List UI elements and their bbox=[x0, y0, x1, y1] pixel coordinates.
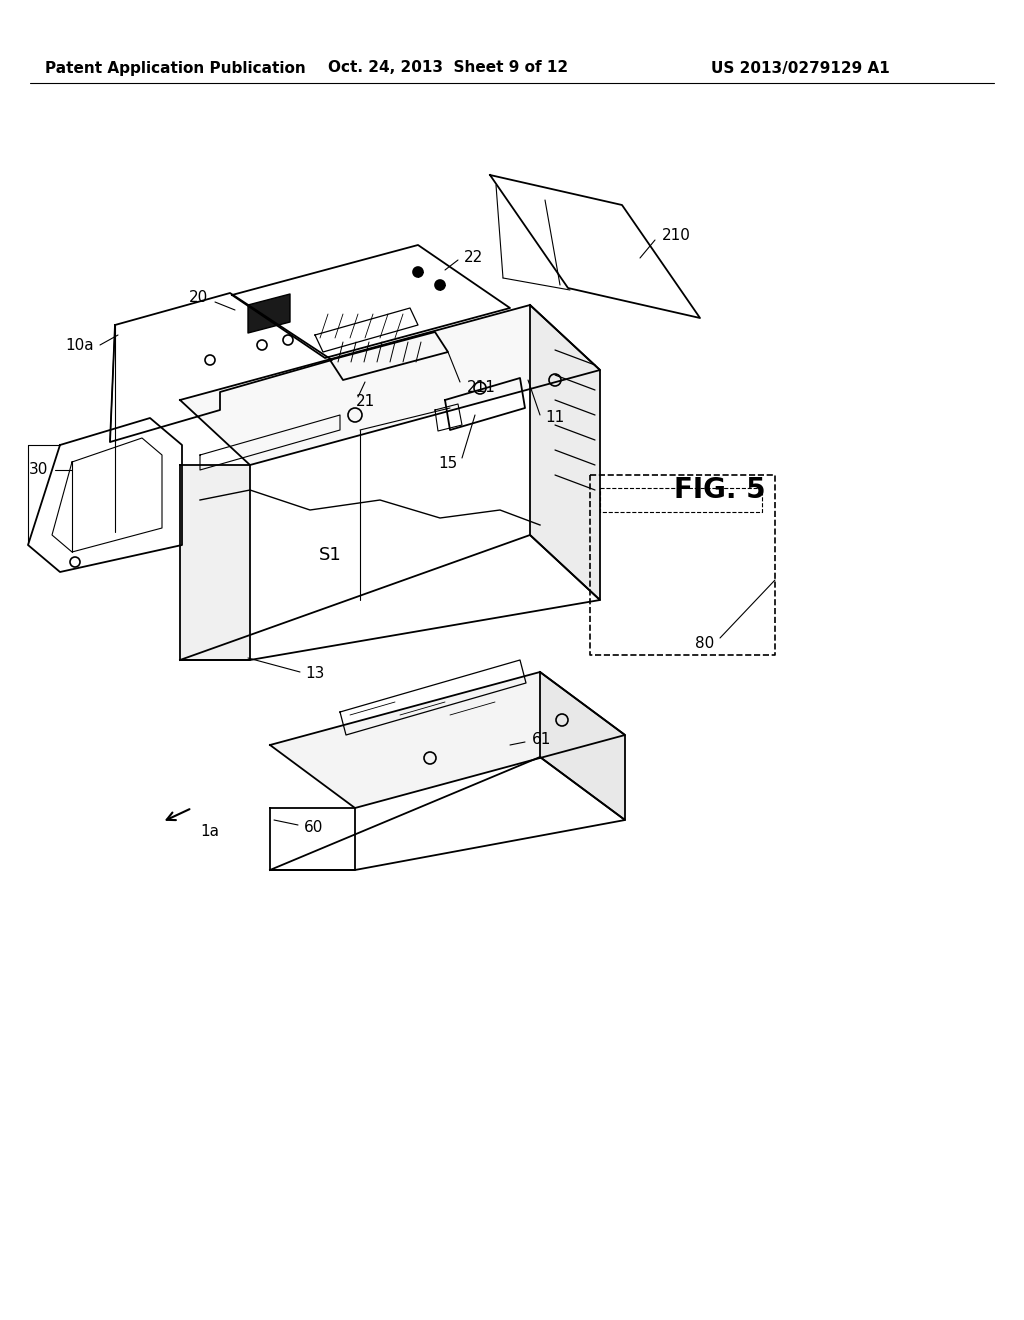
Text: 13: 13 bbox=[305, 667, 325, 681]
Polygon shape bbox=[530, 305, 600, 601]
Text: 10a: 10a bbox=[66, 338, 94, 352]
Text: Patent Application Publication: Patent Application Publication bbox=[45, 61, 305, 75]
Text: 15: 15 bbox=[438, 455, 458, 470]
Polygon shape bbox=[248, 294, 290, 333]
Circle shape bbox=[413, 267, 423, 277]
Text: 30: 30 bbox=[29, 462, 48, 477]
Text: FIG. 5: FIG. 5 bbox=[674, 477, 766, 504]
Polygon shape bbox=[270, 672, 625, 808]
Text: 60: 60 bbox=[304, 821, 324, 836]
Text: 20: 20 bbox=[188, 290, 208, 305]
Text: 22: 22 bbox=[464, 249, 483, 264]
Text: 210: 210 bbox=[662, 228, 691, 243]
Text: Oct. 24, 2013  Sheet 9 of 12: Oct. 24, 2013 Sheet 9 of 12 bbox=[328, 61, 568, 75]
Text: 61: 61 bbox=[532, 733, 551, 747]
Text: 21: 21 bbox=[356, 395, 375, 409]
Polygon shape bbox=[180, 465, 250, 660]
Text: 1a: 1a bbox=[200, 825, 219, 840]
Polygon shape bbox=[540, 672, 625, 820]
Text: 80: 80 bbox=[694, 635, 714, 651]
Text: S1: S1 bbox=[318, 546, 341, 564]
Polygon shape bbox=[180, 305, 600, 465]
Text: 11: 11 bbox=[545, 411, 564, 425]
Text: 211: 211 bbox=[467, 380, 496, 395]
Circle shape bbox=[435, 280, 445, 290]
Text: US 2013/0279129 A1: US 2013/0279129 A1 bbox=[711, 61, 890, 75]
